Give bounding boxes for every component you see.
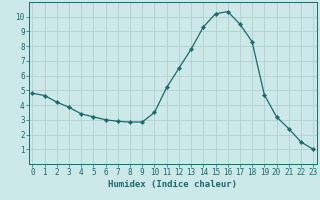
X-axis label: Humidex (Indice chaleur): Humidex (Indice chaleur) xyxy=(108,180,237,189)
